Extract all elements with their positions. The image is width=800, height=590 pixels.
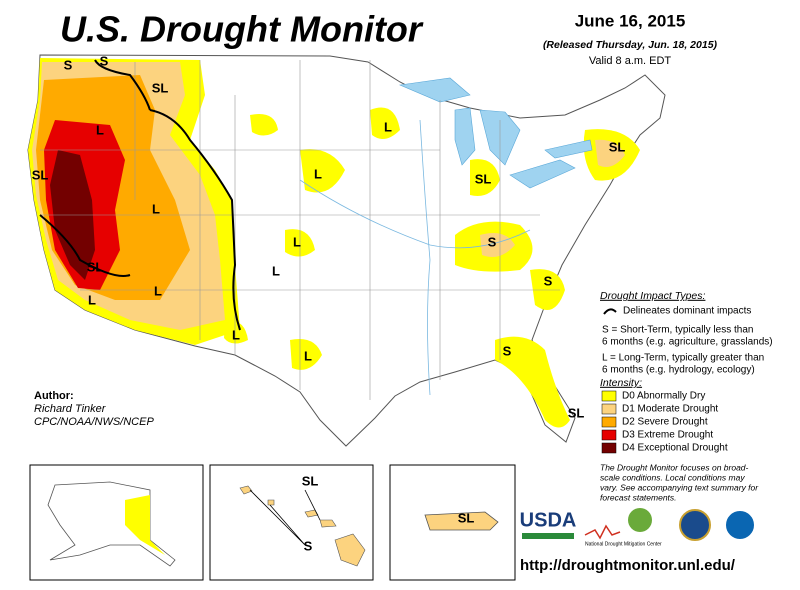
drought-area	[530, 269, 565, 310]
river	[299, 119, 531, 396]
intensity-swatch	[601, 416, 617, 428]
long-term: L = Long-Term, typically greater than	[602, 353, 764, 364]
drought-area	[470, 159, 500, 196]
intensity-label: D3 Extreme Drought	[622, 430, 713, 441]
impact-label: L	[154, 283, 162, 298]
impact-label: S	[304, 538, 313, 553]
impact-label: L	[293, 234, 301, 249]
short-term: S = Short-Term, typically less than	[602, 325, 753, 336]
logos: USDA National Drought Mitigation Center	[520, 508, 756, 547]
drought-area	[495, 336, 570, 428]
intensity-list: D0 Abnormally Dry D1 Moderate Drought D2 S…	[601, 390, 728, 454]
drought-area	[370, 107, 400, 139]
title: U.S. Drought Monitor	[60, 9, 424, 50]
intensity-label: D1 Moderate Drought	[622, 404, 718, 415]
ndmc-text: National Drought Mitigation Center	[585, 541, 662, 547]
puerto-rico	[424, 511, 499, 531]
author-heading: Author:	[34, 390, 74, 402]
leader-line	[249, 489, 321, 546]
note: forecast statements.	[600, 492, 677, 502]
drought-area	[224, 319, 248, 344]
author-name: Richard Tinker	[34, 403, 107, 415]
alaska-inset	[29, 464, 204, 581]
date: June 16, 2015	[575, 11, 686, 30]
impact-label: L	[152, 201, 160, 216]
short-term: 6 months (e.g. agriculture, grasslands)	[602, 337, 773, 348]
note: The Drought Monitor focuses on broad-	[600, 462, 749, 472]
intensity-swatch	[601, 442, 617, 454]
intensity-label: D2 Severe Drought	[622, 417, 708, 428]
us-map: S S SL L SL L SL L L L L L L L L SL SL S…	[27, 53, 666, 447]
doc-seal	[679, 509, 711, 541]
state-border	[40, 60, 560, 400]
drought-area	[480, 232, 515, 258]
impact-label: SL	[458, 510, 475, 525]
impact-label: SL	[152, 80, 169, 95]
intensity-swatch	[601, 429, 617, 441]
usda-bar	[522, 533, 574, 539]
impact-title: Drought Impact Types:	[600, 290, 706, 302]
impact-boundary	[39, 59, 241, 331]
delineates: Delineates dominant impacts	[623, 306, 751, 317]
url[interactable]: http://droughtmonitor.unl.edu/	[520, 557, 736, 574]
legend: Drought Impact Types: Delineates dominan…	[600, 290, 773, 502]
impact-label: SL	[568, 405, 585, 420]
impact-label: S	[503, 343, 512, 358]
impact-label: SL	[475, 171, 492, 186]
long-term: 6 months (e.g. hydrology, ecology)	[602, 365, 755, 376]
drought-area	[595, 139, 625, 168]
valid: Valid 8 a.m. EDT	[589, 55, 672, 67]
impact-label: S	[544, 273, 553, 288]
impact-label: SL	[87, 259, 104, 274]
puerto-rico-inset: SL	[389, 464, 516, 581]
impact-label: S	[488, 234, 497, 249]
intensity-title: Intensity:	[600, 377, 642, 389]
ndmc-icon	[584, 524, 621, 540]
impact-label: SL	[32, 167, 49, 182]
impact-label: L	[304, 348, 312, 363]
author-org: CPC/NOAA/NWS/NCEP	[34, 416, 154, 428]
note: vary. See accompanying text summary for	[600, 482, 759, 492]
impact-label: SL	[609, 139, 626, 154]
drought-area	[125, 495, 165, 555]
drought-area	[290, 339, 322, 370]
great-lakes	[398, 77, 593, 189]
impact-label: L	[314, 166, 322, 181]
ndmc-trees	[628, 508, 652, 532]
drought-area	[250, 114, 278, 136]
usda-logo: USDA	[520, 509, 577, 531]
impact-label: SL	[302, 473, 319, 488]
impact-label: L	[232, 327, 240, 342]
impact-label: S	[100, 53, 109, 68]
impact-label: S	[64, 57, 73, 72]
hawaii-islands	[239, 485, 366, 567]
intensity-swatch	[601, 403, 617, 415]
released: (Released Thursday, Jun. 18, 2015)	[543, 39, 718, 51]
impact-label: L	[88, 292, 96, 307]
impact-label: L	[96, 122, 104, 137]
impact-label: L	[272, 263, 280, 278]
note: scale conditions. Local conditions may	[600, 472, 745, 482]
noaa-logo	[724, 509, 756, 541]
intensity-label: D0 Abnormally Dry	[622, 391, 705, 402]
intensity-swatch	[601, 390, 617, 402]
hawaii-inset: SL S	[209, 464, 374, 581]
intensity-label: D4 Exceptional Drought	[622, 443, 728, 454]
impact-label: L	[384, 119, 392, 134]
impact-symbol	[603, 308, 617, 315]
drought-area	[300, 149, 345, 193]
